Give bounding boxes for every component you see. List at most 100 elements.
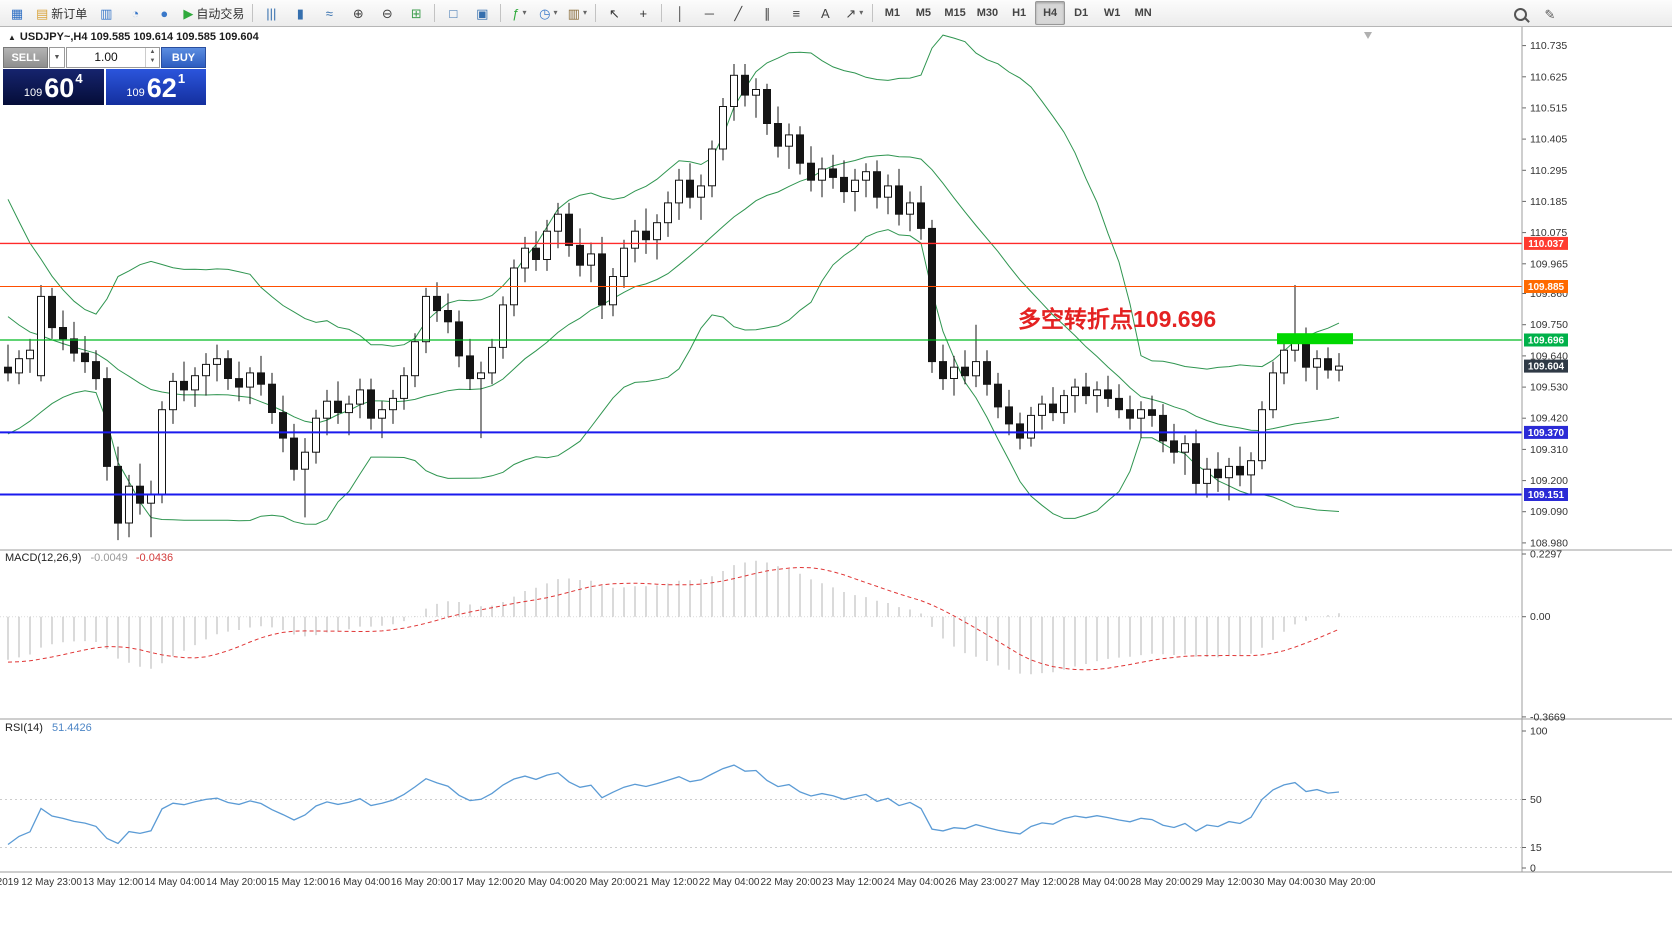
trendline-tool[interactable]: ╱ <box>724 1 752 25</box>
chart-svg[interactable]: 110.735 110.625 110.515 110.405 110.295 110.1… <box>0 27 1672 952</box>
zoom-out-icon[interactable]: ⊖ <box>373 1 401 25</box>
crosshair-button[interactable]: + <box>629 1 657 25</box>
tf-m5[interactable]: M5 <box>915 7 931 19</box>
cascade-windows-icon-glyph: ▣ <box>476 5 489 21</box>
candle-body <box>719 106 727 150</box>
sell-button[interactable]: SELL <box>3 47 48 68</box>
candle-body <box>191 375 199 391</box>
candle-body <box>499 304 507 348</box>
order-type-dropdown[interactable]: ▼ <box>49 47 65 68</box>
volume-down-icon[interactable]: ▼ <box>149 58 156 64</box>
candle-body <box>356 389 364 405</box>
hline-badge[interactable] <box>1524 425 1568 439</box>
cascade-windows-icon[interactable]: ▣ <box>468 1 496 25</box>
date-label: 15 May 12:00 <box>268 877 329 888</box>
candlestick-chart-icon[interactable]: ▮ <box>286 1 314 25</box>
chart-shift-marker[interactable] <box>1364 32 1372 39</box>
tf-h1[interactable]: H1 <box>1012 7 1027 19</box>
hline-badge[interactable] <box>1524 488 1568 501</box>
tf-mn[interactable]: MN <box>1134 7 1152 19</box>
tf-m30[interactable]: M30 <box>976 7 999 19</box>
cursor-button-glyph: ↖ <box>608 5 620 21</box>
candle-body <box>664 202 672 224</box>
chevron-down-icon: ▾ <box>582 8 587 17</box>
buy-button[interactable]: BUY <box>161 47 206 68</box>
vertical-line-tool[interactable]: │ <box>666 1 694 25</box>
candle-body <box>466 355 474 380</box>
macd-signal-value: -0.0436 <box>135 552 174 564</box>
toolbar-separator <box>434 4 436 22</box>
tf-m15[interactable]: M15 <box>944 7 966 19</box>
candle-body <box>1214 468 1222 479</box>
line-chart-icon[interactable]: ≈ <box>315 1 343 25</box>
text-tool[interactable]: A <box>811 1 839 25</box>
date-label: 22 May 20:00 <box>760 877 821 888</box>
market-watch-icon[interactable]: ◔ <box>121 1 149 25</box>
symbol-ohlc-text: USDJPY~,H4 109.585 109.614 109.585 109.6… <box>19 31 259 43</box>
candle-body <box>202 363 210 377</box>
auto-trading-button-glyph: ▶ <box>183 5 194 21</box>
new-order-button[interactable]: ▤ 新订单 <box>32 1 91 25</box>
candle-body <box>1027 414 1035 439</box>
channel-tool[interactable]: ∥ <box>753 1 781 25</box>
tile-windows-icon-glyph: ⊞ <box>410 5 422 21</box>
candle-body <box>873 171 881 198</box>
price-tick-label: 110.185 <box>1530 196 1567 208</box>
hline-badge[interactable] <box>1524 236 1568 250</box>
tf-d1[interactable]: D1 <box>1074 7 1089 19</box>
volume-up-icon[interactable]: ▲ <box>149 49 156 55</box>
candle-body <box>48 295 56 329</box>
candle-body <box>532 247 540 260</box>
toolbar-right-icons: ✎ <box>1506 2 1564 26</box>
current-price-badge-label: 109.604 <box>1528 362 1565 373</box>
periods-button[interactable]: ◷ ▾ <box>534 1 562 25</box>
candle-body <box>752 89 760 96</box>
fibonacci-tool[interactable]: ≡ <box>782 1 810 25</box>
navigator-icon[interactable]: ● <box>150 1 178 25</box>
volume-stepper[interactable]: ▲ ▼ <box>145 48 159 67</box>
candle-body <box>235 378 243 388</box>
candle-body <box>81 352 89 363</box>
trade-prices-row: 109 60 4 109 62 1 <box>3 69 206 105</box>
tf-h4[interactable]: H4 <box>1035 1 1066 25</box>
macd-main-value: -0.0049 <box>90 552 128 564</box>
tf-m1[interactable]: M1 <box>884 7 900 19</box>
auto-trading-button[interactable]: ▶ 自动交易 <box>179 1 248 25</box>
charts-icon-glyph: ▥ <box>100 5 113 21</box>
buy-price-button[interactable]: 109 62 1 <box>105 69 206 105</box>
candle-body <box>1335 365 1343 371</box>
auto-trading-button-label: 自动交易 <box>196 6 245 21</box>
new-order-button-glyph: ▤ <box>36 5 49 21</box>
volume-value[interactable]: 1.00 <box>94 50 118 64</box>
horizontal-line-tool[interactable]: ─ <box>695 1 723 25</box>
candle-body <box>1159 414 1167 442</box>
sell-price-pips: 60 <box>44 73 75 103</box>
candle-body <box>862 171 870 181</box>
bar-chart-icon[interactable]: ||| <box>257 1 285 25</box>
arrows-tool[interactable]: ↗ ▾ <box>840 1 868 25</box>
tf-w1[interactable]: W1 <box>1103 7 1121 19</box>
highlight-rectangle-object[interactable] <box>1277 333 1353 345</box>
candle-body <box>92 361 100 380</box>
charts-icon[interactable]: ▥ <box>92 1 120 25</box>
app-icon[interactable]: ▦ <box>3 1 31 25</box>
candle-body <box>477 372 485 380</box>
cursor-button[interactable]: ↖ <box>600 1 628 25</box>
candle-body <box>1104 389 1112 399</box>
chart-annotation-text[interactable]: 多空转折点109.696 <box>1018 306 1216 332</box>
tile-windows-icon[interactable]: ⊞ <box>402 1 430 25</box>
volume-input[interactable]: 1.00 ▲ ▼ <box>66 47 160 68</box>
arrange-windows-icon[interactable]: □ <box>439 1 467 25</box>
indicators-button[interactable]: ƒ ▾ <box>505 1 533 25</box>
hline-badge[interactable] <box>1524 280 1568 293</box>
zoom-in-icon[interactable]: ⊕ <box>344 1 372 25</box>
edit-button[interactable]: ✎ <box>1536 2 1564 26</box>
hline-badge[interactable] <box>1524 333 1568 347</box>
date-label: 20 May 20:00 <box>576 877 637 888</box>
search-button[interactable] <box>1506 2 1534 26</box>
date-label: 22 May 04:00 <box>699 877 760 888</box>
templates-button[interactable]: ▥ ▾ <box>563 1 591 25</box>
candle-body <box>224 358 232 380</box>
sell-price-button[interactable]: 109 60 4 <box>3 69 104 105</box>
current-price-badge[interactable] <box>1524 359 1568 373</box>
